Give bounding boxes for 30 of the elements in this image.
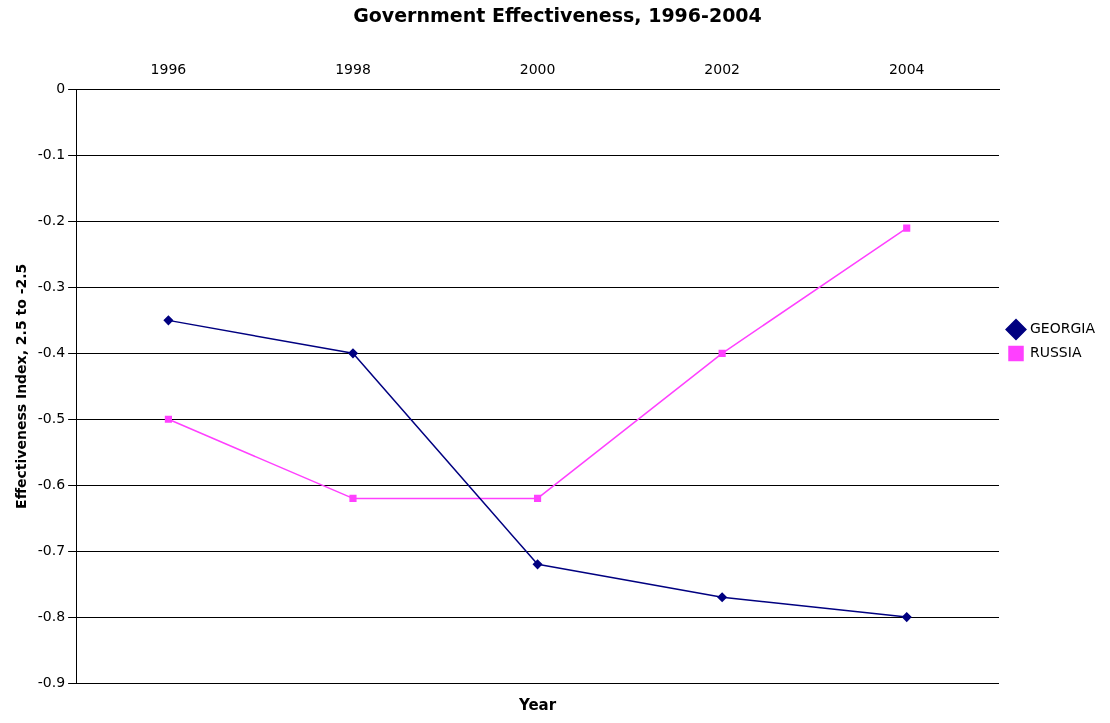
point — [163, 315, 174, 326]
point — [164, 415, 172, 423]
y-tick-label: 0 — [56, 80, 66, 97]
point — [718, 349, 726, 357]
point — [903, 224, 911, 232]
y-tick-label: -0.3 — [37, 278, 66, 295]
y-tick-label: -0.5 — [37, 409, 66, 426]
x-tick-label: 2004 — [888, 60, 925, 77]
y-axis-title: Effectiveness Index, 2.5 to -2.5 — [13, 263, 30, 509]
point — [348, 348, 358, 359]
x-tick-label: 1998 — [335, 60, 371, 77]
y-tick-label: -0.8 — [37, 607, 66, 624]
y-tick-label: -0.6 — [37, 475, 66, 492]
y-tick-label: -0.9 — [37, 673, 66, 690]
x-tick-label: 2000 — [519, 60, 556, 77]
point — [717, 592, 727, 603]
point — [349, 494, 357, 502]
x-tick-label: 1996 — [150, 60, 187, 77]
y-tick-label: -0.4 — [37, 343, 66, 360]
chart-title: Government Effectiveness, 1996-2004 — [353, 4, 762, 27]
y-tick-label: -0.2 — [37, 212, 66, 229]
x-axis-title: Year — [517, 696, 557, 715]
legend-label: RUSSIA — [1030, 344, 1082, 361]
x-tick-label: 2002 — [704, 60, 740, 77]
y-tick-label: -0.7 — [37, 541, 66, 558]
point — [532, 559, 543, 570]
point — [901, 612, 912, 622]
y-tick-label: -0.1 — [37, 146, 66, 163]
legend-label: GEORGIA — [1030, 320, 1096, 337]
point — [533, 494, 542, 502]
